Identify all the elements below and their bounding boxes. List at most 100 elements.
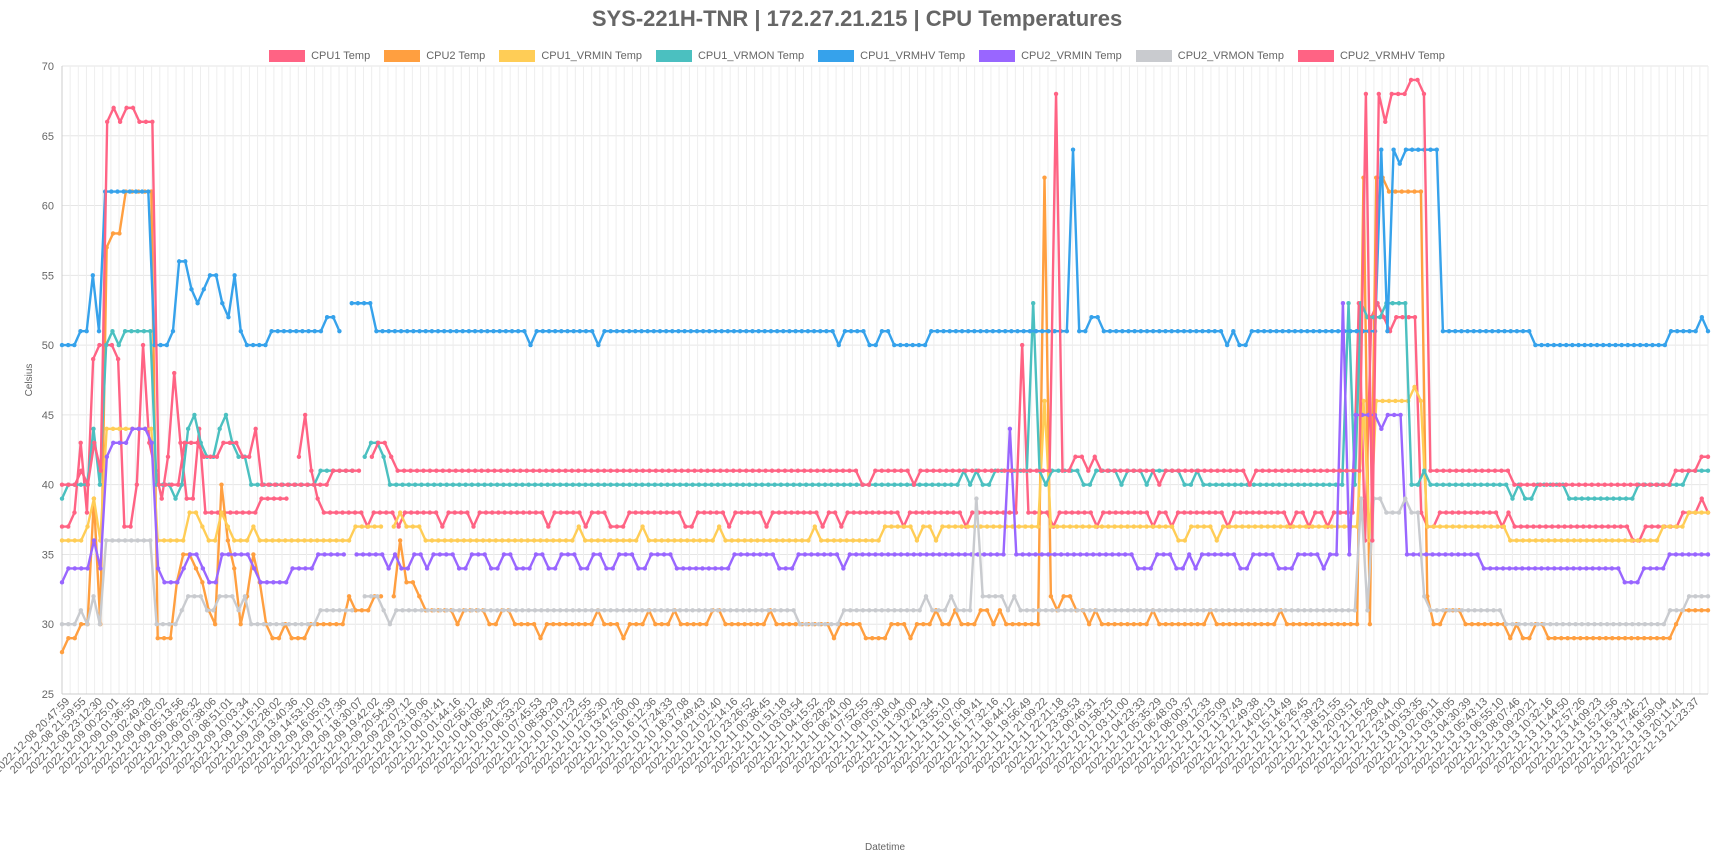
data-point: [214, 454, 220, 459]
legend-item[interactable]: CPU1 Temp: [269, 48, 370, 64]
legend-item[interactable]: CPU1_VRMHV Temp: [818, 48, 965, 64]
data-point: [1564, 342, 1569, 348]
data-point: [959, 622, 964, 627]
data-point: [1187, 552, 1192, 557]
data-point: [1206, 552, 1211, 557]
data-point: [1040, 328, 1045, 334]
data-point: [728, 482, 733, 487]
data-point: [1533, 342, 1538, 348]
data-point: [1313, 510, 1318, 515]
data-point: [1667, 482, 1672, 487]
legend-item[interactable]: CPU2_VRMHV Temp: [1297, 48, 1445, 64]
data-point: [490, 510, 495, 515]
data-point: [280, 622, 285, 627]
data-point: [128, 524, 133, 529]
data-point: [861, 328, 866, 334]
data-point: [595, 538, 601, 543]
data-point: [417, 594, 422, 599]
data-point: [785, 608, 790, 613]
data-point: [819, 538, 824, 543]
data-point: [1281, 510, 1287, 515]
data-point: [876, 538, 881, 543]
data-point: [84, 328, 89, 334]
data-point: [312, 622, 317, 627]
data-point: [1327, 608, 1332, 613]
data-point: [1335, 328, 1341, 334]
data-point: [860, 482, 865, 487]
legend-item[interactable]: CPU2 Temp: [384, 48, 485, 64]
legend-item[interactable]: CPU2_VRMIN Temp: [979, 48, 1122, 64]
data-point: [913, 510, 919, 515]
data-point: [1003, 328, 1008, 334]
data-point: [251, 524, 256, 529]
data-point: [209, 510, 214, 515]
data-point: [621, 468, 626, 473]
data-point: [458, 510, 464, 515]
data-point: [1508, 538, 1513, 543]
data-point: [1043, 608, 1049, 613]
data-point: [1047, 468, 1052, 473]
data-point: [845, 510, 850, 515]
data-point: [526, 608, 531, 613]
data-point: [774, 538, 779, 543]
data-point: [253, 510, 258, 515]
data-point: [417, 524, 422, 529]
data-point: [1208, 468, 1214, 473]
data-point: [1393, 398, 1398, 404]
data-point: [1231, 510, 1237, 515]
data-point: [1391, 412, 1397, 418]
data-point: [200, 580, 205, 585]
data-point: [397, 510, 403, 515]
data-point: [178, 440, 183, 445]
data-point: [154, 622, 159, 627]
legend-item[interactable]: CPU2_VRMON Temp: [1135, 48, 1284, 64]
data-point: [1403, 496, 1408, 501]
data-point: [576, 524, 581, 529]
data-point: [1654, 635, 1660, 641]
data-point: [984, 328, 989, 334]
data-point: [1273, 468, 1278, 473]
data-point: [821, 468, 826, 473]
data-point: [678, 538, 684, 543]
data-point: [1112, 524, 1117, 529]
legend-item[interactable]: CPU1_VRMON Temp: [655, 48, 804, 64]
data-point: [1321, 482, 1326, 487]
data-point: [494, 482, 500, 487]
data-point: [955, 608, 960, 613]
data-point: [596, 510, 601, 515]
data-point: [728, 608, 733, 613]
data-point: [1574, 524, 1580, 529]
data-point: [1138, 608, 1143, 613]
data-point: [514, 510, 520, 515]
data-point: [627, 622, 633, 627]
data-point: [583, 328, 589, 334]
data-point: [922, 342, 928, 348]
data-point: [305, 482, 310, 487]
data-point: [690, 482, 695, 487]
data-point: [1507, 566, 1512, 571]
data-point: [149, 440, 154, 445]
data-point: [1516, 622, 1522, 627]
data-point: [1503, 482, 1509, 487]
data-point: [1510, 622, 1515, 627]
data-point: [1314, 482, 1320, 487]
data-point: [1100, 608, 1105, 613]
data-point: [149, 426, 154, 432]
data-point: [479, 468, 484, 473]
data-point: [284, 496, 289, 501]
data-point: [1386, 398, 1392, 404]
data-point: [873, 608, 878, 613]
y-tick-label: 25: [42, 689, 54, 701]
data-point: [1157, 622, 1162, 627]
data-point: [1232, 608, 1238, 613]
data-point: [1607, 342, 1612, 348]
legend-item[interactable]: CPU1_VRMIN Temp: [499, 48, 642, 64]
data-point: [831, 635, 837, 641]
data-point: [382, 440, 387, 445]
data-point: [623, 552, 628, 557]
data-point: [776, 468, 781, 473]
data-point: [65, 342, 71, 348]
data-point: [1611, 622, 1616, 627]
data-point: [895, 622, 900, 627]
data-point: [1112, 622, 1117, 627]
